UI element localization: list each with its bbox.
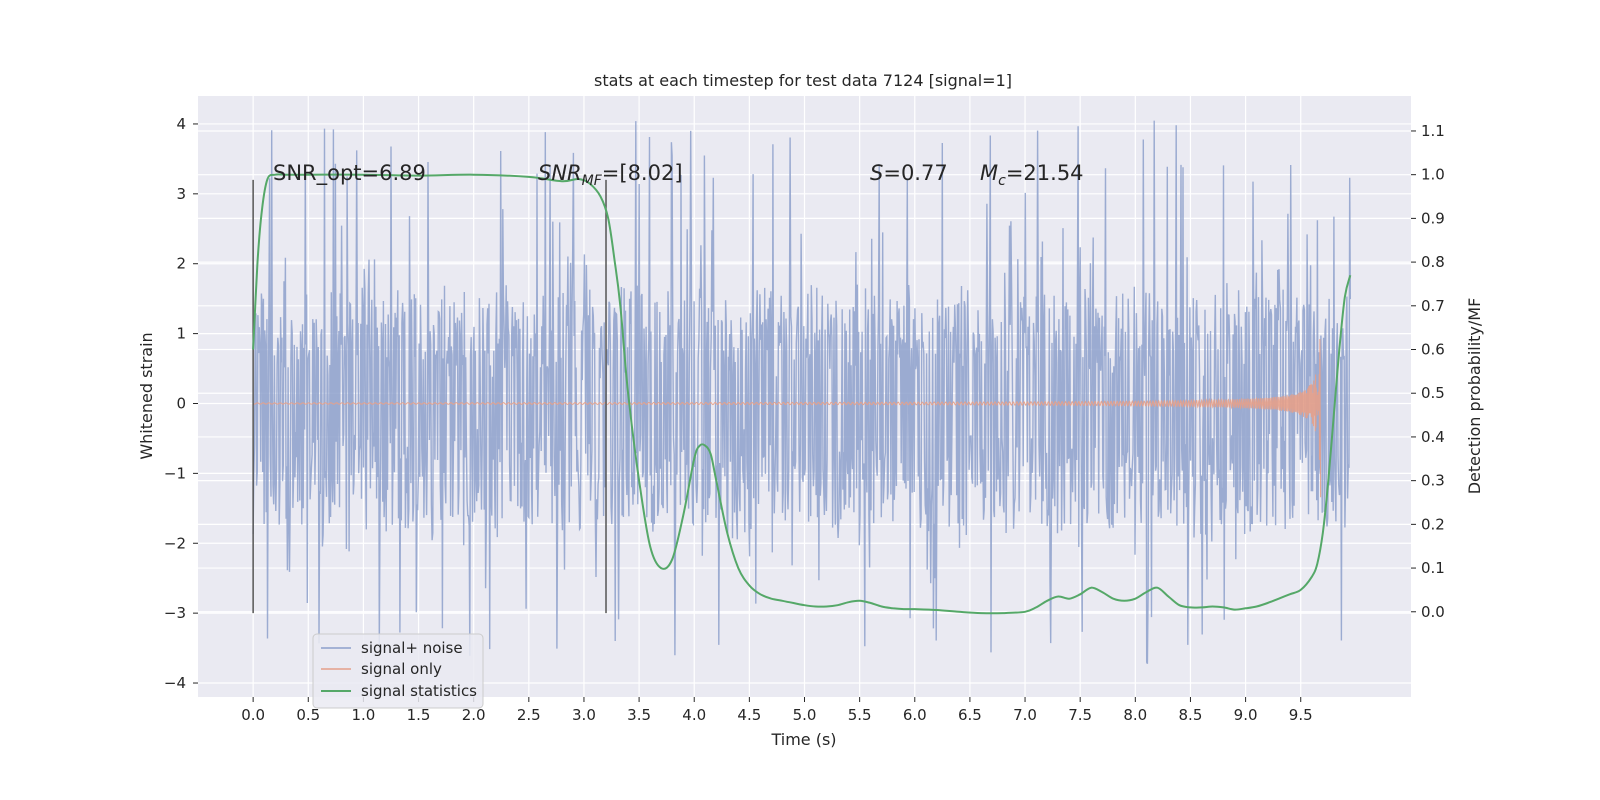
x-tick-label: 5.0 bbox=[793, 706, 817, 724]
annotation-snr-mf: SNRMF=[8.02] bbox=[538, 161, 683, 189]
mc-subscript: c bbox=[998, 173, 1006, 189]
snr-mf-value: =[8.02] bbox=[602, 161, 683, 185]
x-tick-label: 0.0 bbox=[241, 706, 265, 724]
x-tick-label: 1.0 bbox=[351, 706, 375, 724]
annotation-snr-opt: SNR_opt=6.89 bbox=[273, 161, 426, 186]
x-tick-label: 0.5 bbox=[296, 706, 320, 724]
right-y-tick-label: 0.0 bbox=[1421, 603, 1445, 621]
y-tick-label: 3 bbox=[176, 185, 186, 203]
right-y-tick-label: 0.3 bbox=[1421, 472, 1445, 490]
y-axis-label: Whitened strain bbox=[137, 332, 156, 459]
y-tick-label: −4 bbox=[164, 674, 186, 692]
right-y-tick-label: 0.9 bbox=[1421, 209, 1445, 227]
right-y-tick-label: 0.7 bbox=[1421, 297, 1445, 315]
x-tick-label: 4.0 bbox=[682, 706, 706, 724]
x-tick-label: 8.0 bbox=[1123, 706, 1147, 724]
x-tick-label: 4.5 bbox=[737, 706, 761, 724]
annotation-mc: Mc=21.54 bbox=[980, 161, 1084, 189]
right-y-tick-label: 0.2 bbox=[1421, 515, 1445, 533]
right-y-tick-label: 0.4 bbox=[1421, 428, 1445, 446]
s-value: =0.77 bbox=[883, 161, 947, 185]
x-tick-label: 2.5 bbox=[517, 706, 541, 724]
y-tick-label: 1 bbox=[176, 325, 186, 343]
right-y-tick-label: 0.5 bbox=[1421, 384, 1445, 402]
snr-mf-base: SNR bbox=[538, 161, 582, 185]
x-tick-label: 9.0 bbox=[1234, 706, 1258, 724]
legend: signal+ noise signal only signal statist… bbox=[312, 633, 484, 709]
mc-base: M bbox=[980, 161, 998, 185]
right-y-axis-ticks: 1.1 1.0 0.9 0.8 0.7 0.6 0.5 0.4 0.3 0.2 0.1 0.0 bbox=[1411, 122, 1445, 621]
x-tick-label: 6.5 bbox=[958, 706, 982, 724]
y-tick-label: −3 bbox=[164, 604, 186, 622]
y-tick-label: −1 bbox=[164, 464, 186, 482]
left-y-axis-ticks: 4 3 2 1 0 −1 −2 −3 −4 bbox=[164, 115, 198, 692]
legend-label-signal-statistics: signal statistics bbox=[361, 682, 477, 700]
x-tick-label: 7.5 bbox=[1068, 706, 1092, 724]
marker-lines bbox=[252, 179, 607, 614]
x-tick-label: 7.0 bbox=[1013, 706, 1037, 724]
y-tick-label: −2 bbox=[164, 534, 186, 552]
right-y-axis-label: Detection probability/MF bbox=[1465, 298, 1484, 495]
x-tick-label: 8.5 bbox=[1179, 706, 1203, 724]
legend-box bbox=[312, 633, 484, 709]
y-tick-label: 2 bbox=[176, 255, 186, 273]
right-y-tick-label: 0.8 bbox=[1421, 253, 1445, 271]
snr-mf-subscript: MF bbox=[582, 173, 603, 189]
mc-value: =21.54 bbox=[1006, 161, 1084, 185]
y-tick-label: 0 bbox=[176, 394, 186, 412]
annotation-s: S=0.77 bbox=[870, 161, 948, 185]
right-y-tick-label: 1.0 bbox=[1421, 166, 1445, 184]
right-y-tick-label: 0.6 bbox=[1421, 341, 1445, 359]
legend-label-signal-plus-noise: signal+ noise bbox=[361, 639, 463, 657]
series-signal-statistics bbox=[252, 173, 1352, 615]
s-symbol: S bbox=[870, 161, 883, 185]
right-y-tick-label: 0.1 bbox=[1421, 559, 1445, 577]
x-tick-label: 3.5 bbox=[627, 706, 651, 724]
legend-label-signal-only: signal only bbox=[361, 660, 442, 678]
x-tick-label: 1.5 bbox=[407, 706, 431, 724]
chart-title: stats at each timestep for test data 712… bbox=[594, 71, 1012, 90]
x-axis-label: Time (s) bbox=[770, 730, 836, 749]
right-y-tick-label: 1.1 bbox=[1421, 122, 1445, 140]
y-tick-label: 4 bbox=[176, 115, 186, 133]
x-tick-label: 6.0 bbox=[903, 706, 927, 724]
x-tick-label: 9.5 bbox=[1289, 706, 1313, 724]
x-axis-ticks: 0.0 0.5 1.0 1.5 2.0 2.5 3.0 3.5 4.0 4.5 5.0 5.5 6.0 6… bbox=[241, 697, 1313, 724]
x-tick-label: 5.5 bbox=[848, 706, 872, 724]
x-tick-label: 3.0 bbox=[572, 706, 596, 724]
series-signal-only bbox=[252, 338, 1322, 498]
x-tick-label: 2.0 bbox=[462, 706, 486, 724]
series-signal-plus-noise bbox=[252, 120, 1351, 664]
